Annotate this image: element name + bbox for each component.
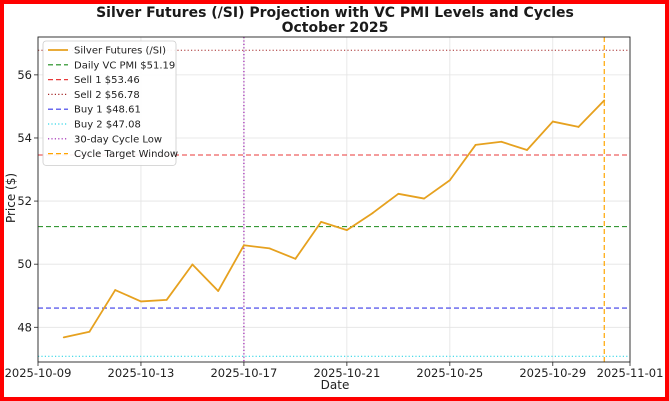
- data-point: [294, 257, 297, 260]
- legend-entry-label: 30-day Cycle Low: [74, 134, 162, 145]
- data-point: [320, 221, 323, 223]
- legend-entry-label: Cycle Target Window: [74, 149, 178, 160]
- legend-entry-label: Buy 1 $48.61: [74, 105, 141, 116]
- data-point: [114, 289, 117, 291]
- y-tick-label: 50: [17, 257, 32, 271]
- data-point: [62, 336, 65, 339]
- data-point: [345, 229, 348, 232]
- x-tick-label: 2025-10-09: [5, 366, 72, 380]
- data-point: [577, 126, 580, 128]
- legend-entry-label: Daily VC PMI $51.19: [74, 60, 175, 71]
- data-point: [140, 300, 142, 303]
- y-axis-label: Price ($): [4, 173, 18, 223]
- data-point: [217, 290, 220, 292]
- legend-entry-label: Buy 2 $47.08: [74, 120, 141, 131]
- data-point: [397, 192, 400, 195]
- data-point: [191, 263, 194, 266]
- data-point: [551, 120, 554, 123]
- y-tick-label: 52: [17, 194, 32, 208]
- y-tick-label: 54: [17, 131, 32, 145]
- legend-entry-label: Sell 1 $53.46: [74, 75, 140, 86]
- x-tick-label: 2025-10-25: [416, 366, 483, 380]
- series-line-silver-futures: [63, 99, 605, 339]
- chart-title-line-1: Silver Futures (/SI) Projection with VC …: [96, 5, 574, 21]
- data-point: [603, 99, 606, 102]
- x-tick-label: 2025-11-01: [597, 366, 664, 380]
- data-point: [448, 179, 451, 182]
- y-tick-label: 48: [17, 320, 32, 334]
- legend-entry-label: Silver Futures (/SI): [74, 46, 166, 57]
- data-point: [526, 149, 528, 151]
- chart-title-line-2: October 2025: [282, 20, 389, 36]
- data-point: [165, 298, 168, 301]
- plot-border: [37, 36, 631, 363]
- x-tick-label: 2025-10-29: [519, 366, 586, 380]
- data-point: [243, 244, 245, 247]
- data-point: [423, 197, 425, 200]
- y-tick-label: 56: [17, 68, 32, 82]
- data-point: [371, 212, 374, 214]
- legend-box: [42, 40, 177, 166]
- plot-area: 2025-10-09 2025-10-13 2025-10-17 2025-10-21…: [5, 36, 664, 380]
- x-tick-label: 2025-10-13: [108, 366, 175, 380]
- data-point: [474, 144, 477, 146]
- data-point: [500, 140, 503, 143]
- x-tick-label: 2025-10-21: [313, 366, 380, 380]
- data-point: [88, 330, 91, 333]
- legend-entry-label: Sell 2 $56.78: [74, 90, 140, 101]
- x-tick-label: 2025-10-17: [210, 366, 277, 380]
- x-axis-label: Date: [321, 378, 350, 392]
- data-point: [268, 247, 271, 250]
